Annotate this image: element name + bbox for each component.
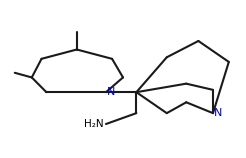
Text: N: N (107, 87, 116, 97)
Text: H₂N: H₂N (84, 119, 104, 129)
Text: N: N (214, 108, 223, 118)
